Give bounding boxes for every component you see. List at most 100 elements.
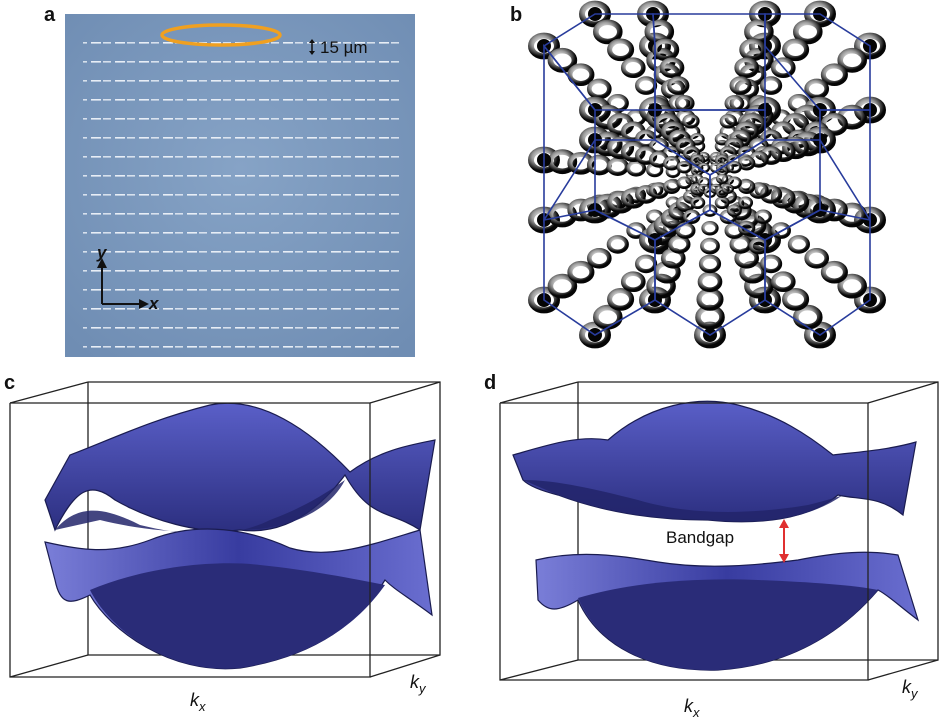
helix-turn bbox=[792, 304, 823, 330]
lower-band-bowl bbox=[578, 579, 878, 671]
helix-turn bbox=[782, 190, 810, 214]
helix-turn bbox=[690, 183, 706, 196]
band-structure-gapless: kx ky bbox=[9, 381, 441, 714]
helix-turn bbox=[634, 254, 658, 274]
panel-c-band-structure: kx ky bbox=[0, 380, 470, 721]
highlight-ellipse bbox=[160, 23, 282, 47]
helix-turn bbox=[593, 304, 623, 330]
helix-turn bbox=[620, 271, 646, 293]
helical-lattice-render bbox=[528, 0, 886, 349]
panel-label-b: b bbox=[510, 4, 523, 26]
helix-turn bbox=[697, 176, 711, 188]
upper-band-surface bbox=[512, 400, 917, 523]
helix-turn bbox=[567, 63, 595, 87]
helix-turn bbox=[714, 196, 730, 210]
helix-turn bbox=[760, 254, 783, 274]
helix-turn bbox=[770, 57, 796, 79]
bandgap-annotation: Bandgap bbox=[666, 519, 789, 563]
helix-turn bbox=[665, 165, 681, 178]
helix-turn bbox=[738, 221, 756, 236]
micrograph-image: 15 µm y x bbox=[65, 14, 415, 357]
panel-a-micrograph: 15 µm y x bbox=[65, 14, 415, 357]
helix-turn bbox=[770, 187, 796, 209]
helix-turn bbox=[689, 132, 705, 146]
helix-turn bbox=[676, 160, 692, 174]
helix-turn bbox=[792, 19, 823, 45]
waveguide-array bbox=[83, 26, 403, 348]
helix-turn bbox=[701, 221, 719, 236]
helix-turn bbox=[690, 162, 704, 174]
axis-label-ky: ky bbox=[410, 672, 427, 696]
coordinate-axes: y x bbox=[96, 243, 160, 313]
helix-turn bbox=[714, 183, 730, 196]
helix-turn bbox=[676, 176, 692, 190]
helix-turn bbox=[547, 273, 578, 299]
helix-turn bbox=[567, 260, 595, 284]
helix-turn bbox=[734, 57, 760, 79]
helix-turn bbox=[698, 254, 722, 274]
helix-turn bbox=[729, 76, 752, 95]
helix-turn bbox=[770, 271, 796, 293]
axis-label-ky: ky bbox=[902, 677, 919, 701]
helix-turn bbox=[760, 146, 783, 165]
helix-turn bbox=[782, 38, 810, 62]
helix-turn bbox=[620, 57, 646, 79]
helix-turn bbox=[626, 160, 647, 177]
helix-turn bbox=[787, 235, 810, 254]
helix-turn bbox=[668, 235, 691, 254]
helix-turn bbox=[770, 141, 796, 163]
helix-turn bbox=[715, 173, 729, 185]
bandgap-label: Bandgap bbox=[666, 528, 734, 547]
helix-turn bbox=[586, 78, 612, 100]
helix-turn bbox=[586, 247, 612, 269]
helix-turn bbox=[760, 185, 783, 204]
helix-turn bbox=[771, 222, 792, 239]
helix-turn bbox=[754, 209, 772, 224]
upper-band-underside bbox=[523, 480, 843, 522]
helix-turn bbox=[748, 237, 769, 255]
scale-bar: 15 µm bbox=[309, 38, 368, 57]
helix-turn bbox=[607, 288, 635, 311]
helix-turn bbox=[804, 78, 830, 100]
helix-turn bbox=[659, 57, 685, 79]
axis-label-x: x bbox=[148, 294, 160, 313]
helix-turn bbox=[606, 235, 629, 254]
scale-bar-label: 15 µm bbox=[320, 38, 368, 57]
helix-turn bbox=[682, 114, 700, 129]
helix-turn bbox=[782, 136, 810, 160]
helix-turn bbox=[820, 260, 848, 284]
helix-turn bbox=[593, 19, 623, 45]
helix-turn bbox=[782, 288, 810, 311]
helix-turn bbox=[719, 114, 737, 129]
helix-turn bbox=[667, 76, 690, 95]
helix-turn bbox=[837, 273, 868, 299]
helix-turn bbox=[721, 183, 735, 195]
helix-turn bbox=[804, 247, 830, 269]
panel-label-a: a bbox=[44, 4, 56, 26]
helix-turn bbox=[738, 196, 754, 210]
helix-turn bbox=[760, 76, 783, 95]
helix-turn bbox=[804, 321, 836, 349]
hexagon-grid bbox=[542, 13, 871, 336]
axis-label-y: y bbox=[96, 243, 108, 262]
helix-turn bbox=[726, 160, 742, 174]
bounding-box-front bbox=[499, 402, 869, 681]
panel-b-helical-lattice bbox=[520, 0, 940, 362]
helix-turn bbox=[739, 38, 767, 62]
helix-turn bbox=[700, 237, 720, 255]
band-structure-gapped: Bandgap kx ky bbox=[499, 381, 939, 720]
helix-turn bbox=[726, 176, 742, 190]
lower-band-bowl bbox=[90, 563, 385, 669]
helix-array bbox=[528, 0, 886, 349]
helix-turn bbox=[620, 187, 646, 209]
helix-turn bbox=[579, 321, 611, 349]
panel-label-c: c bbox=[4, 372, 16, 394]
helix-turn bbox=[837, 47, 868, 73]
upper-band-surface bbox=[44, 402, 436, 532]
helix-turn bbox=[607, 38, 635, 62]
helix-turn bbox=[726, 204, 742, 217]
bounding-box-front bbox=[9, 402, 371, 678]
axis-label-kx: kx bbox=[190, 690, 206, 714]
panel-label-d: d bbox=[484, 372, 497, 394]
helix-turn bbox=[607, 190, 635, 214]
